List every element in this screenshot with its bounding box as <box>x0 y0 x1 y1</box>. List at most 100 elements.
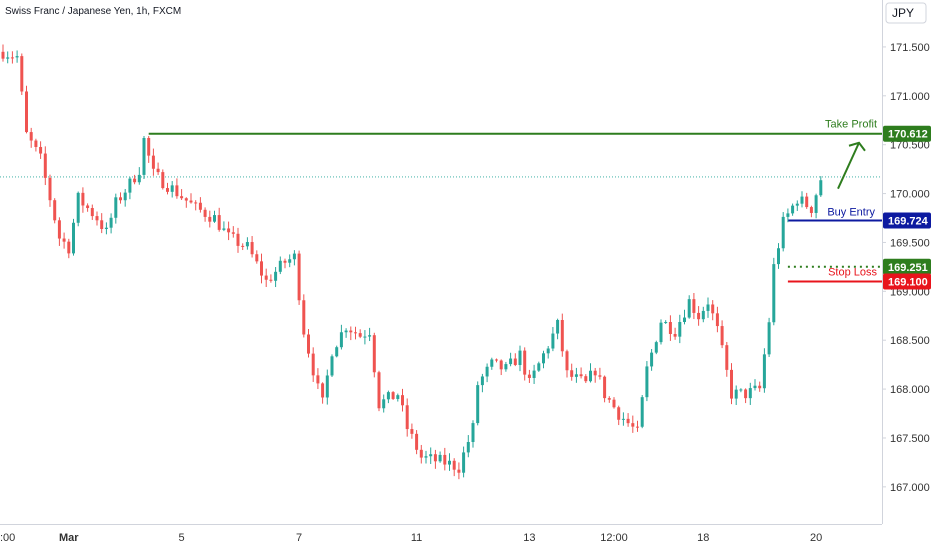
candle-body <box>6 57 10 59</box>
x-tick-label: 20 <box>810 532 822 544</box>
candle-body <box>513 358 517 366</box>
candle-body <box>645 366 649 398</box>
candle-body <box>302 300 306 335</box>
y-tick-label: 171.000 <box>890 91 930 103</box>
candle-body <box>161 172 165 189</box>
candle-body <box>560 319 564 352</box>
candle-body <box>260 261 263 276</box>
x-tick-label: 5 <box>179 532 185 544</box>
candle-body <box>471 423 475 443</box>
candle-body <box>542 353 545 364</box>
candle-body <box>730 369 733 399</box>
candle-body <box>556 319 560 334</box>
candle-body <box>264 275 268 280</box>
currency-selector-box[interactable] <box>885 2 927 24</box>
candle-body <box>222 228 226 230</box>
candle-body <box>748 388 752 399</box>
candle-body <box>598 375 602 377</box>
candle-body <box>330 356 334 376</box>
y-tick-label: 171.500 <box>890 42 930 54</box>
candle-body <box>438 454 442 462</box>
candle-body <box>133 178 137 183</box>
candle-body <box>654 342 658 353</box>
candle-body <box>762 354 766 389</box>
candle-body <box>715 313 719 327</box>
candle-body <box>166 188 169 192</box>
candle-body <box>307 334 310 354</box>
candle-body <box>372 335 376 373</box>
candle-body <box>227 228 231 233</box>
candle-body <box>734 389 738 399</box>
candle-body <box>687 299 691 318</box>
candle-body <box>617 407 621 420</box>
candle-body <box>180 196 184 199</box>
candle-body <box>805 196 809 208</box>
candle-body <box>574 374 578 377</box>
take-profit-price: 170.612 <box>888 129 928 141</box>
candle-body <box>795 203 799 206</box>
candle-body <box>443 454 447 465</box>
y-tick-label: 170.000 <box>890 189 930 201</box>
candle-body <box>767 322 771 355</box>
x-tick-label: 11 <box>411 532 422 544</box>
candle-body <box>673 333 677 337</box>
candle-body <box>194 202 198 204</box>
currency-selector[interactable]: JPY <box>885 2 927 24</box>
x-tick-label: :00 <box>0 532 15 544</box>
candle-body <box>640 397 644 427</box>
candle-body <box>288 259 292 263</box>
candle-body <box>29 132 33 141</box>
price-axis[interactable]: 171.500171.000170.500170.000169.500169.0… <box>882 0 932 550</box>
candle-body <box>579 374 583 377</box>
candle-body <box>274 271 278 281</box>
x-tick-labels: :00 Mar 5 7 11 13 12:00 18 20 <box>0 532 822 544</box>
candle-body <box>354 332 357 334</box>
grid <box>0 47 882 487</box>
candle-body <box>208 216 212 222</box>
candle-body <box>386 392 390 400</box>
candle-body <box>448 460 451 465</box>
candle-body <box>39 146 43 154</box>
candle-body <box>316 375 320 384</box>
candle-body <box>100 220 104 229</box>
x-tick-label: 18 <box>697 532 709 544</box>
candle-body <box>170 185 174 192</box>
candle-body <box>391 392 395 399</box>
candle-body <box>452 460 456 470</box>
candle-body <box>621 418 625 420</box>
candle-body <box>668 322 672 334</box>
candle-body <box>499 360 503 370</box>
candle-body <box>584 376 588 382</box>
last-price: 169.251 <box>888 262 928 274</box>
y-tick-label: 167.000 <box>890 482 930 494</box>
candle-body <box>819 180 823 196</box>
buy-entry-price-tag: 169.724 <box>883 212 931 229</box>
candle-body <box>725 345 729 370</box>
candle-body <box>781 216 785 249</box>
candle-body <box>589 370 592 382</box>
last-price-tag-box <box>883 258 931 275</box>
candle-body <box>664 322 668 324</box>
candle-body <box>321 383 325 398</box>
candle-body <box>758 385 762 389</box>
candle-body <box>701 310 705 320</box>
time-axis[interactable]: :00 Mar 5 7 11 13 12:00 18 20 <box>0 524 882 545</box>
candle-body <box>245 242 249 247</box>
candle-body <box>213 215 216 222</box>
candle-body <box>123 192 127 201</box>
candle-body <box>401 395 404 406</box>
candle-body <box>368 335 372 337</box>
candle-body <box>814 195 818 213</box>
candle-body <box>786 213 790 217</box>
candle-body <box>405 405 409 430</box>
candle-body <box>198 202 202 210</box>
candle-body <box>509 358 513 365</box>
stop-loss-price-tag: 169.100 <box>883 273 931 290</box>
candle-body <box>777 248 780 265</box>
candle-body <box>90 208 94 217</box>
candle-body <box>527 374 531 378</box>
candle-body <box>269 279 273 281</box>
candle-body <box>114 197 118 218</box>
